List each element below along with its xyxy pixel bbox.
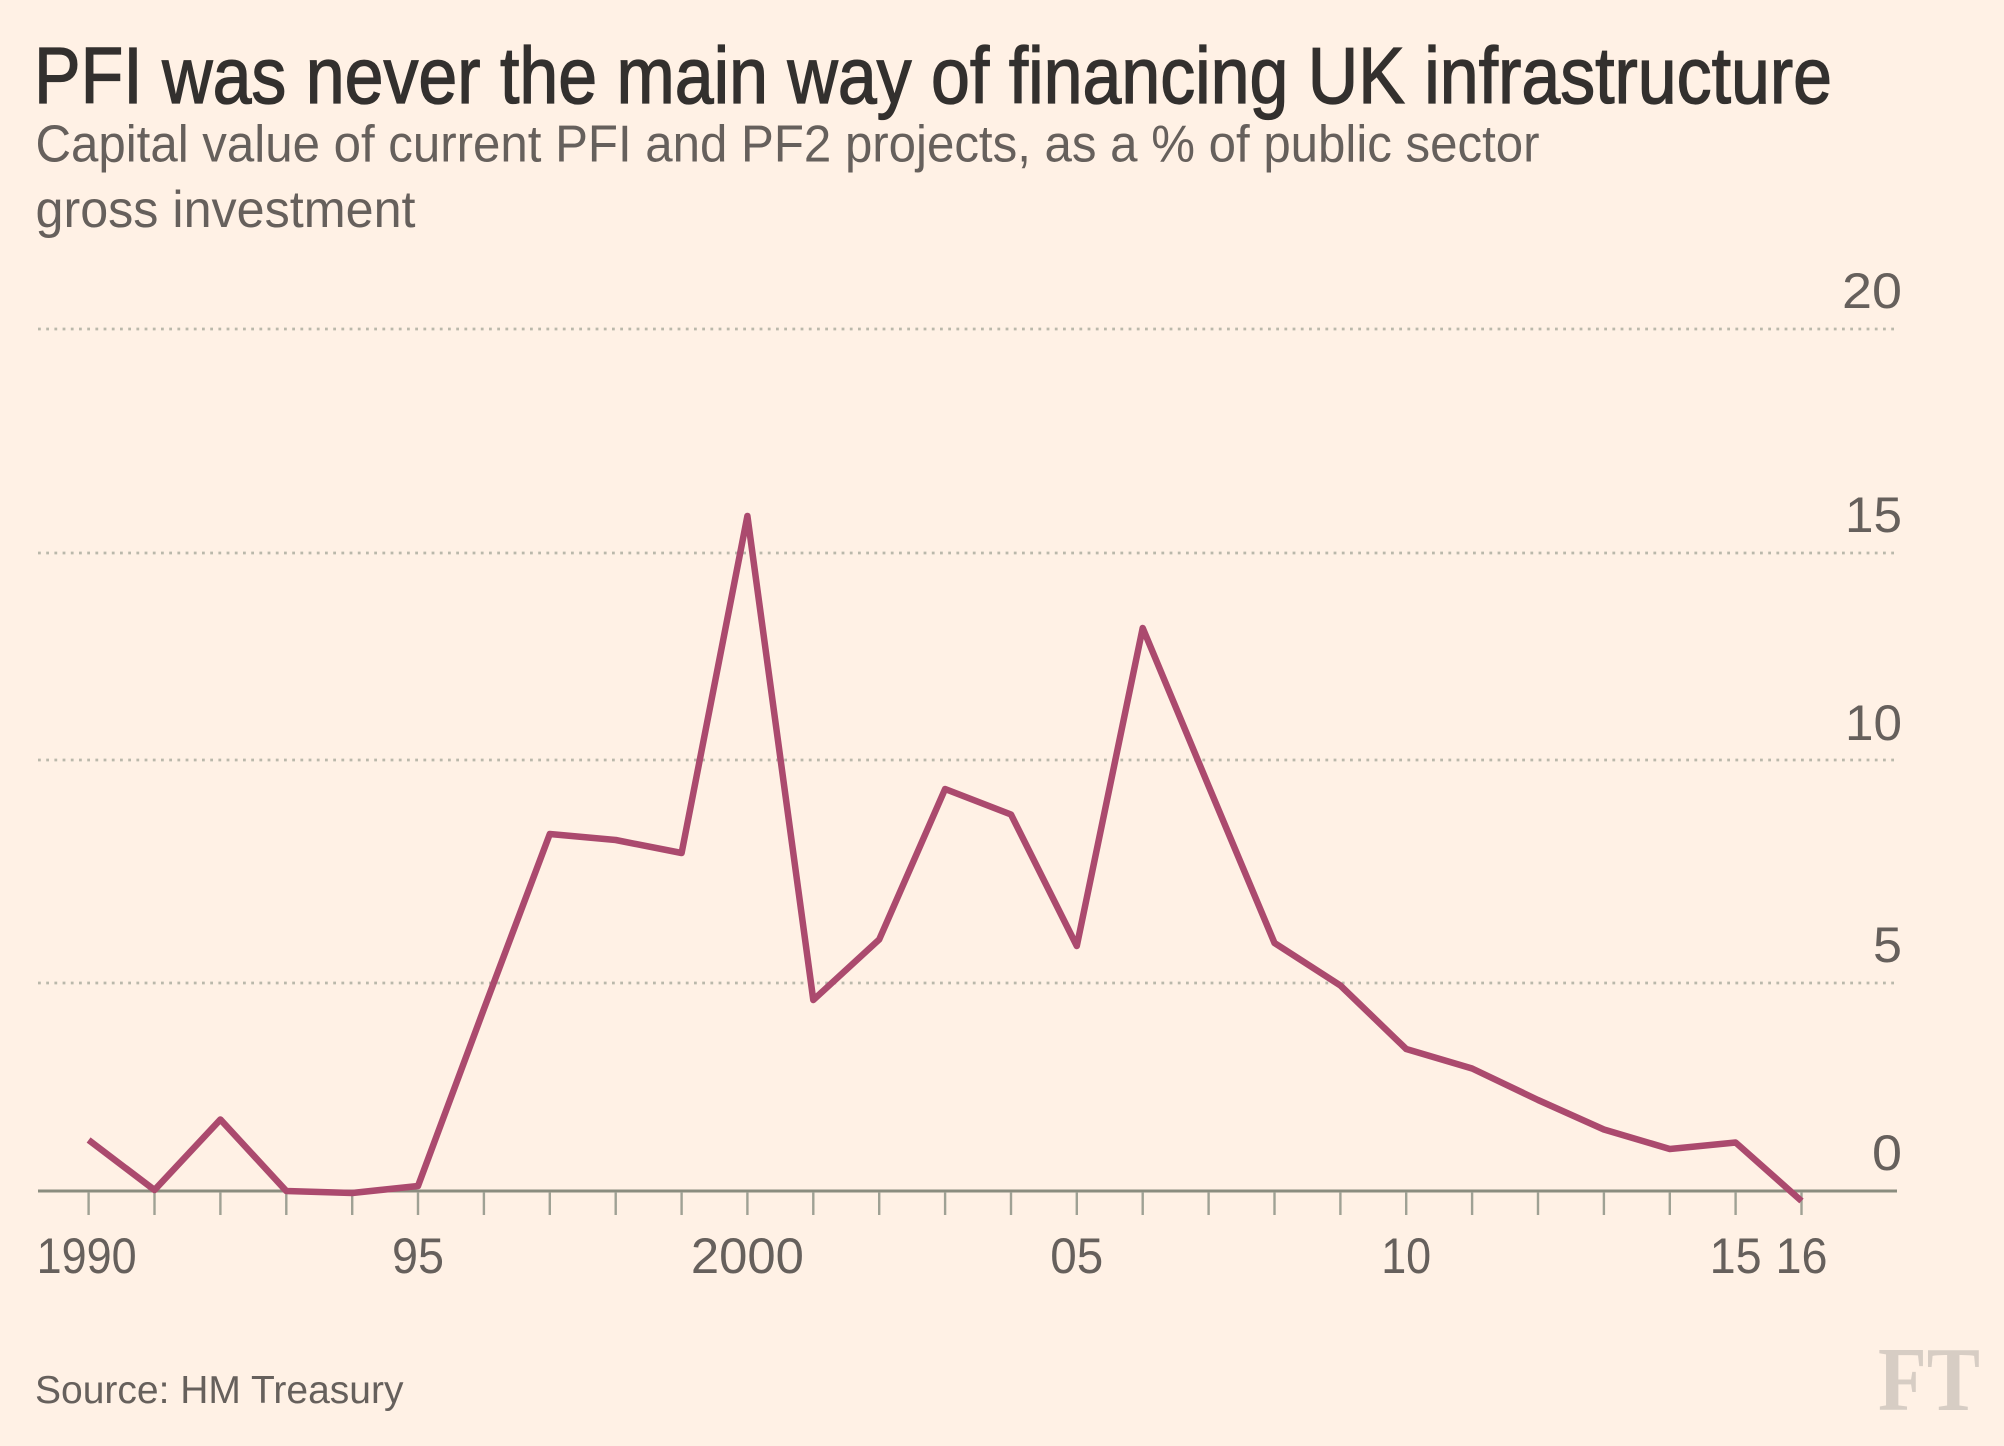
svg-text:2000: 2000 xyxy=(691,1228,804,1284)
svg-text:15: 15 xyxy=(1845,487,1902,543)
svg-text:5: 5 xyxy=(1873,917,1902,973)
svg-text:10: 10 xyxy=(1845,695,1902,751)
svg-text:0: 0 xyxy=(1872,1125,1902,1181)
svg-text:1990: 1990 xyxy=(37,1228,137,1284)
svg-text:10: 10 xyxy=(1381,1228,1431,1284)
svg-text:Capital value of current PFI a: Capital value of current PFI and PF2 pro… xyxy=(36,116,1540,174)
svg-text:15: 15 xyxy=(1710,1228,1762,1284)
svg-text:05: 05 xyxy=(1050,1228,1103,1284)
svg-text:20: 20 xyxy=(1842,263,1902,319)
svg-text:PFI was never the main way of: PFI was never the main way of financing … xyxy=(34,31,1832,120)
svg-text:95: 95 xyxy=(392,1228,444,1284)
svg-text:16: 16 xyxy=(1776,1228,1828,1284)
svg-text:FT: FT xyxy=(1878,1329,1980,1430)
svg-text:Source: HM Treasury: Source: HM Treasury xyxy=(35,1369,404,1412)
svg-text:gross investment: gross investment xyxy=(36,181,417,239)
